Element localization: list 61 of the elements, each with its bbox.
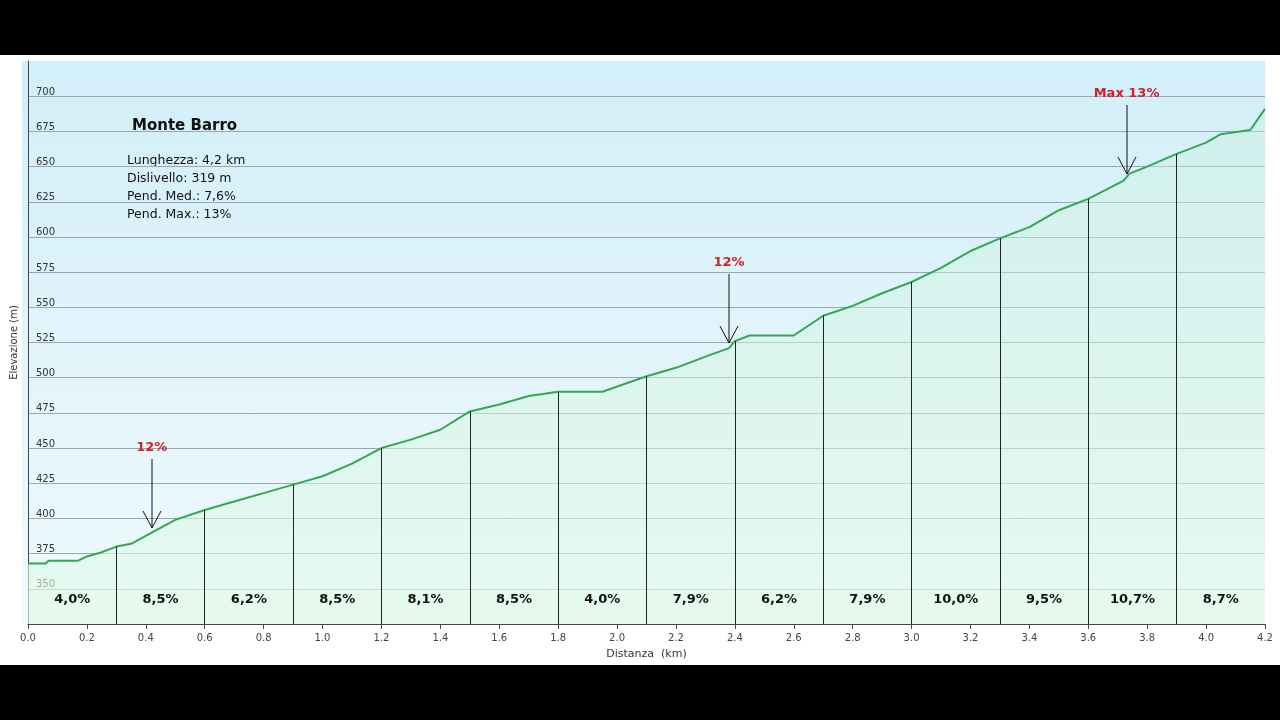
x-tick-label: 0.4 <box>137 631 154 643</box>
y-tick-label: 500 <box>36 367 56 379</box>
y-tick-label: 600 <box>36 226 56 238</box>
x-tick-label: 3.2 <box>962 631 979 643</box>
x-tick-label: 4.2 <box>1257 631 1273 643</box>
x-tick-label: 2.2 <box>668 631 684 643</box>
x-tick-label: 3.4 <box>1021 631 1038 643</box>
x-tick-label: 0.0 <box>20 631 36 643</box>
x-tick-label: 1.6 <box>491 631 508 643</box>
x-tick-label: 2.0 <box>609 631 625 643</box>
y-tick-label: 575 <box>36 261 56 273</box>
x-tick-label: 2.6 <box>785 631 802 643</box>
y-tick-label: 425 <box>36 472 56 484</box>
y-tick-label: 475 <box>36 402 56 414</box>
x-tick-label: 0.6 <box>196 631 213 643</box>
y-tick-label: 550 <box>36 296 56 308</box>
annotation: 4,0% <box>584 590 621 606</box>
annotation: 8,5% <box>495 590 532 606</box>
x-tick-label: 3.8 <box>1139 631 1156 643</box>
y-tick-label: 650 <box>36 156 56 168</box>
y-tick-label: 625 <box>36 191 56 203</box>
annotation: 7,9% <box>672 590 709 606</box>
x-tick-label: 4.0 <box>1198 631 1215 643</box>
annotation: Pend. Med.: 7,6% <box>127 188 237 203</box>
annotation: 8,1% <box>407 590 444 606</box>
x-tick-label: 0.2 <box>78 631 95 643</box>
annotation: 8,5% <box>319 590 356 606</box>
annotation: 12% <box>712 254 746 270</box>
x-tick-label: 3.6 <box>1080 631 1097 643</box>
annotation: 7,9% <box>849 590 886 606</box>
annotation: 6,2% <box>230 590 267 606</box>
annotation: 10,0% <box>933 590 979 606</box>
y-tick-label: 350 <box>36 578 56 590</box>
text: Monte Barro <box>132 115 238 134</box>
annotation: 4,0% <box>54 590 91 606</box>
x-axis-title: Distanza (km) <box>606 647 687 660</box>
x-tick-label: 0.8 <box>255 631 272 643</box>
x-tick-label: 1.0 <box>314 631 331 643</box>
x-tick-label: 2.8 <box>844 631 861 643</box>
y-tick-label: 375 <box>36 543 56 555</box>
x-tick-label: 1.2 <box>373 631 390 643</box>
annotation: 8,7% <box>1202 590 1239 606</box>
annotation: 8,5% <box>142 590 179 606</box>
annotation: Dislivello: 319 m <box>127 170 232 185</box>
annotation: 9,5% <box>1026 590 1063 606</box>
x-tick-label: 1.8 <box>550 631 567 643</box>
annotation: Lunghezza: 4,2 km <box>127 152 246 167</box>
annotation: 12% <box>135 438 169 454</box>
annotation: 10,7% <box>1109 590 1156 606</box>
y-tick-label: 700 <box>36 85 56 97</box>
x-tick-label: 2.4 <box>726 631 743 643</box>
y-tick-label: 400 <box>36 507 56 519</box>
annotation: Max 13% <box>1092 85 1161 101</box>
annotation: 6,2% <box>761 590 798 606</box>
y-axis-title: Elevazione (m) <box>7 305 19 380</box>
annotation: Pend. Max.: 13% <box>127 206 232 221</box>
y-tick-label: 525 <box>36 332 56 343</box>
y-tick-label: 675 <box>36 120 56 132</box>
x-tick-label: 3.0 <box>903 631 920 643</box>
x-tick-label: 1.4 <box>432 631 449 643</box>
y-tick-label: 450 <box>36 437 56 449</box>
